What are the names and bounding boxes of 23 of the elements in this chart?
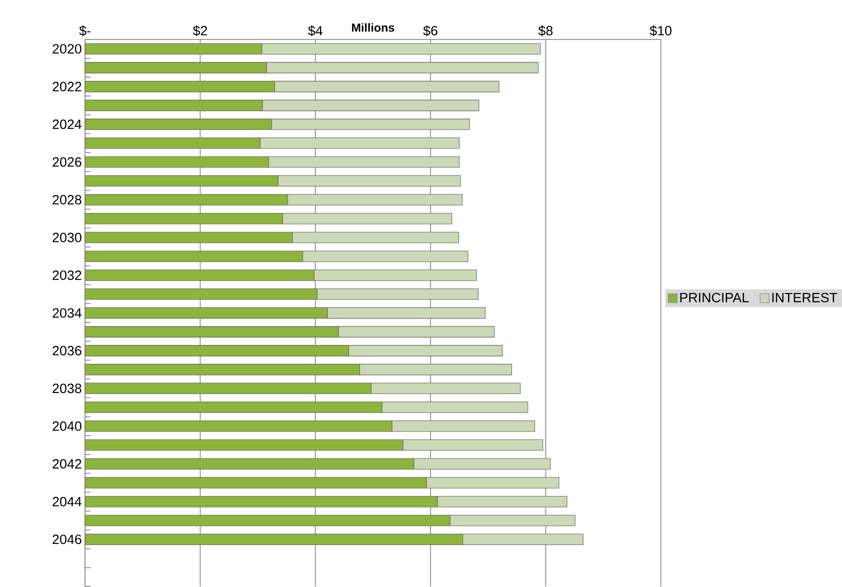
y-tick-label: 2022 [52,82,82,92]
y-tick-label: 2028 [52,194,82,204]
y-tick-label: 2038 [52,383,82,393]
y-tick-label: 2032 [52,270,82,280]
x-tick-label: $6 [423,25,438,36]
x-tick-label: $2 [192,25,208,36]
x-axis-title: Millions [352,23,394,32]
x-tick-label: $10 [650,25,672,36]
y-tick-label: 2036 [52,346,82,356]
x-tick-label: $4 [308,25,322,36]
x-tick-label: $- [79,25,90,36]
legend-label: INTEREST [772,292,838,302]
y-tick-label: 2024 [52,119,82,129]
x-tick-label: $8 [538,25,553,36]
y-tick-label: 2044 [52,496,82,506]
y-tick-label: 2034 [52,308,82,318]
y-tick-label: 2042 [52,458,82,468]
y-tick-label: 2030 [52,232,82,242]
y-tick-label: 2046 [52,534,82,544]
y-tick-label: 2020 [52,44,82,54]
legend-label: PRINCIPAL [680,292,749,302]
y-tick-label: 2026 [52,157,82,167]
y-tick-label: 2040 [52,421,82,431]
